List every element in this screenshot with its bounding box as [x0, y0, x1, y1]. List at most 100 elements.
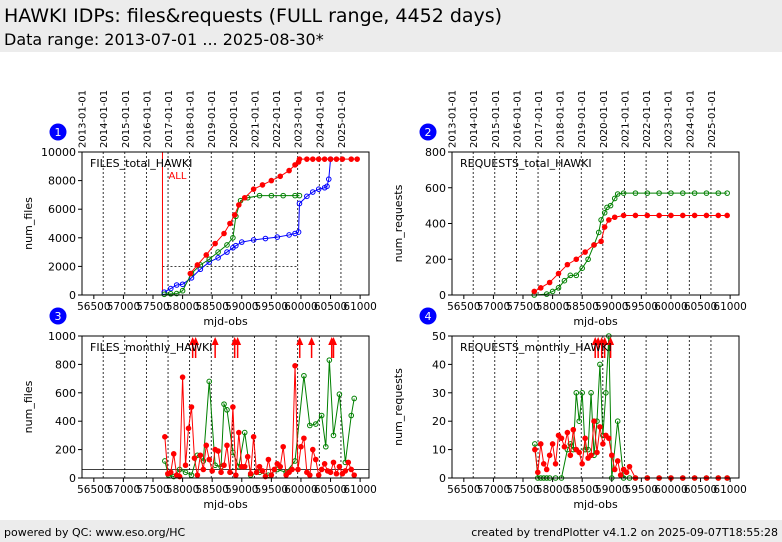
data-point-red [221, 462, 227, 469]
x-tick-label: 58500 [195, 301, 228, 313]
data-point-red [309, 446, 316, 453]
data-point-red [236, 429, 242, 436]
data-point-red [342, 468, 349, 474]
data-point-green [632, 190, 639, 196]
y-tick-label: 600 [425, 182, 446, 195]
date-label: 2013-01-01 [448, 90, 459, 148]
data-point-green [336, 391, 343, 398]
overflow-arrow-head [601, 337, 609, 345]
data-point-red [215, 448, 221, 454]
x-tick-label: 57000 [477, 301, 510, 313]
data-point-red [348, 156, 355, 162]
panel-badge [419, 123, 437, 141]
data-point-red [212, 240, 218, 247]
data-point-red [241, 463, 248, 470]
data-point-red [549, 441, 556, 447]
data-point-red [679, 212, 686, 219]
data-point-red [532, 446, 538, 453]
data-point-blue [286, 232, 292, 238]
date-label: 2021-01-01 [250, 90, 261, 148]
y-tick-label: 200 [55, 444, 76, 457]
data-point-red [265, 456, 272, 463]
data-point-green [715, 190, 722, 196]
data-point-blue [250, 237, 257, 243]
data-point-red [250, 434, 257, 440]
data-point-red [277, 463, 284, 470]
date-label: 2018-01-01 [186, 90, 197, 148]
data-point-red [537, 441, 544, 447]
data-point-red [668, 212, 674, 219]
data-point-red [292, 363, 298, 369]
x-axis-label: mjd-obs [203, 498, 248, 511]
x-tick-label: 60500 [314, 484, 347, 496]
x-tick-label: 60000 [654, 301, 687, 313]
date-label: 2016-01-01 [142, 90, 153, 148]
data-point-red [218, 469, 224, 476]
data-point-red [606, 435, 612, 442]
data-point-red [271, 466, 278, 473]
data-point-blue [179, 281, 186, 288]
in-plot-label: REQUESTS_monthly_HAWKI [460, 341, 612, 354]
x-tick-label: 57000 [107, 301, 140, 313]
data-point-red [555, 270, 562, 277]
data-point-red [268, 177, 275, 184]
data-point-green [549, 288, 556, 295]
data-point-blue [296, 200, 303, 207]
panel-badge-number: 2 [425, 126, 432, 139]
data-point-blue [325, 176, 332, 182]
y-tick-label: 0 [69, 472, 76, 485]
x-tick-label: 58500 [565, 484, 598, 496]
date-label: 2017-01-01 [534, 90, 545, 148]
data-point-blue [238, 239, 245, 245]
date-label: 2020-01-01 [229, 90, 240, 148]
panel-badge-number: 4 [425, 310, 432, 323]
y-tick-label: 40 [432, 358, 446, 371]
overflow-arrow-head [296, 337, 304, 345]
y-tick-label: 2000 [48, 260, 76, 273]
data-point-red [546, 279, 553, 286]
date-label: 2015-01-01 [121, 90, 132, 148]
plot-frame [81, 151, 370, 296]
data-point-red [280, 443, 286, 450]
x-tick-label: 59500 [255, 484, 288, 496]
date-label: 2025-01-01 [707, 90, 718, 148]
x-tick-label: 59000 [225, 301, 258, 313]
data-point-green [221, 401, 227, 407]
footer-created: created by trendPlotter v4.1.2 on 2025-0… [471, 526, 778, 539]
data-point-green [656, 190, 662, 196]
data-point-blue [262, 235, 269, 242]
y-tick-label: 800 [425, 146, 446, 159]
data-point-red [546, 452, 553, 459]
data-point-red [564, 261, 571, 268]
data-point-green [611, 195, 618, 202]
data-point-red [179, 374, 186, 380]
data-point-red [194, 262, 201, 268]
data-point-green [532, 441, 538, 447]
data-point-red [277, 173, 284, 180]
x-tick-label: 60500 [684, 301, 717, 313]
data-point-green [351, 395, 358, 402]
overflow-arrow-head [607, 337, 615, 345]
data-point-red [591, 242, 597, 248]
data-point-red [312, 456, 319, 463]
data-point-green [301, 372, 307, 379]
data-point-red [591, 418, 597, 425]
data-point-blue [161, 289, 168, 295]
data-point-green [161, 291, 168, 298]
data-point-blue [304, 193, 310, 200]
data-point-green [230, 235, 236, 241]
data-point-red [315, 472, 322, 478]
data-point-red [564, 429, 571, 436]
data-point-red [339, 156, 346, 162]
data-point-green [573, 272, 580, 279]
y-axis-label: num_files [22, 380, 35, 433]
x-tick-label: 56500 [77, 484, 110, 496]
data-point-green [224, 407, 230, 413]
data-point-green [597, 361, 603, 368]
series-line-green [164, 195, 300, 295]
data-point-red [321, 156, 328, 162]
data-point-green [607, 202, 614, 209]
y-tick-label: 50 [432, 330, 446, 343]
data-point-red [327, 156, 334, 162]
data-point-red [167, 469, 174, 476]
